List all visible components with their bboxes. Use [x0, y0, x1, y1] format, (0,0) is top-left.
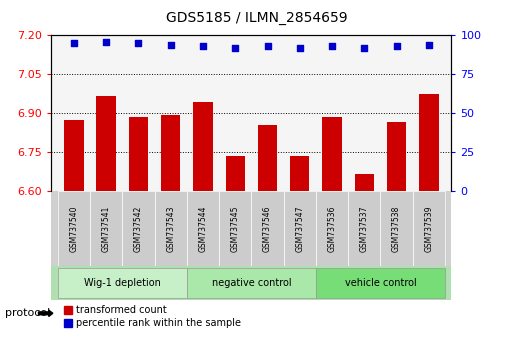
Point	[70, 40, 78, 46]
Text: GSM737538: GSM737538	[392, 205, 401, 252]
FancyBboxPatch shape	[187, 191, 219, 266]
Text: GSM737544: GSM737544	[199, 205, 207, 252]
Text: GSM737545: GSM737545	[231, 205, 240, 252]
FancyBboxPatch shape	[413, 191, 445, 266]
Bar	[226, 156, 245, 191]
Point	[167, 42, 175, 47]
FancyBboxPatch shape	[284, 191, 316, 266]
Bar	[322, 117, 342, 191]
Text: negative control: negative control	[211, 278, 291, 288]
Text: GSM737546: GSM737546	[263, 205, 272, 252]
Bar	[290, 156, 309, 191]
Text: GSM737537: GSM737537	[360, 205, 369, 252]
Bar	[354, 174, 374, 191]
Bar	[387, 122, 406, 191]
Point	[295, 45, 304, 51]
FancyBboxPatch shape	[122, 191, 154, 266]
Text: GSM737536: GSM737536	[327, 205, 337, 252]
FancyBboxPatch shape	[187, 268, 316, 298]
Text: GSM737542: GSM737542	[134, 205, 143, 252]
Point	[263, 44, 271, 49]
FancyBboxPatch shape	[58, 191, 90, 266]
Point	[134, 40, 143, 46]
Bar	[129, 117, 148, 191]
Bar	[96, 96, 116, 191]
Point	[199, 44, 207, 49]
Bar	[419, 94, 439, 191]
Text: vehicle control: vehicle control	[345, 278, 417, 288]
Text: protocol: protocol	[5, 308, 50, 318]
Text: GSM737543: GSM737543	[166, 205, 175, 252]
Legend: transformed count, percentile rank within the sample: transformed count, percentile rank withi…	[64, 305, 241, 328]
Bar	[258, 125, 277, 191]
FancyBboxPatch shape	[348, 191, 381, 266]
Bar	[161, 115, 181, 191]
Point	[360, 45, 368, 51]
FancyBboxPatch shape	[381, 191, 413, 266]
FancyBboxPatch shape	[154, 191, 187, 266]
Text: GSM737540: GSM737540	[69, 205, 78, 252]
FancyBboxPatch shape	[58, 268, 187, 298]
FancyBboxPatch shape	[316, 191, 348, 266]
FancyBboxPatch shape	[219, 191, 251, 266]
Text: GSM737541: GSM737541	[102, 205, 111, 252]
Bar	[193, 102, 213, 191]
Point	[392, 44, 401, 49]
FancyBboxPatch shape	[251, 191, 284, 266]
FancyBboxPatch shape	[316, 268, 445, 298]
Point	[102, 39, 110, 45]
Bar	[64, 120, 84, 191]
Text: GDS5185 / ILMN_2854659: GDS5185 / ILMN_2854659	[166, 11, 347, 25]
FancyBboxPatch shape	[90, 191, 122, 266]
Point	[328, 44, 336, 49]
Point	[425, 42, 433, 47]
Text: GSM737539: GSM737539	[424, 205, 433, 252]
Text: GSM737547: GSM737547	[295, 205, 304, 252]
Point	[231, 45, 240, 51]
Text: Wig-1 depletion: Wig-1 depletion	[84, 278, 161, 288]
